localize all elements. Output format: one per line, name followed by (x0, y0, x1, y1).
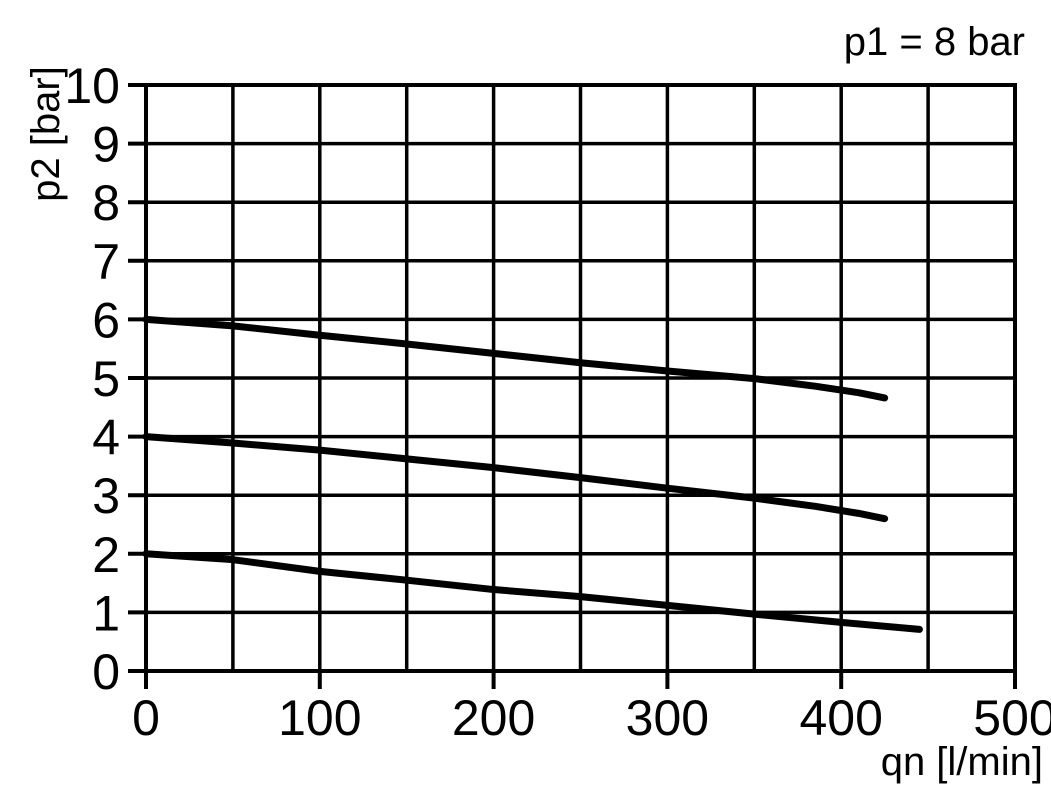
y-tick-label: 2 (92, 527, 120, 583)
x-tick-label: 400 (799, 690, 882, 746)
outlet-pressure-curve-2bar (142, 550, 923, 633)
x-tick-label: 500 (973, 690, 1051, 746)
x-tick-label: 0 (132, 690, 160, 746)
y-tick-label: 3 (92, 468, 120, 524)
y-tick-label: 5 (92, 351, 120, 407)
y-tick-label: 0 (92, 644, 120, 700)
y-tick-label: 1 (92, 585, 120, 641)
y-tick-label: 8 (92, 175, 120, 231)
x-tick-label: 300 (626, 690, 709, 746)
y-tick-label: 10 (64, 58, 120, 114)
y-tick-label: 4 (92, 410, 120, 466)
y-tick-label: 9 (92, 117, 120, 173)
y-tick-label: 6 (92, 292, 120, 348)
outlet-pressure-curve-4bar (142, 433, 889, 523)
x-axis-label: qn [l/min] (880, 740, 1043, 784)
x-tick-label: 100 (278, 690, 361, 746)
y-tick-label: 7 (92, 234, 120, 290)
outlet-pressure-curve-6bar (142, 315, 889, 402)
y-axis-label: p2 [bar] (24, 66, 68, 202)
chart-title: p1 = 8 bar (843, 20, 1025, 64)
x-tick-label: 200 (452, 690, 535, 746)
